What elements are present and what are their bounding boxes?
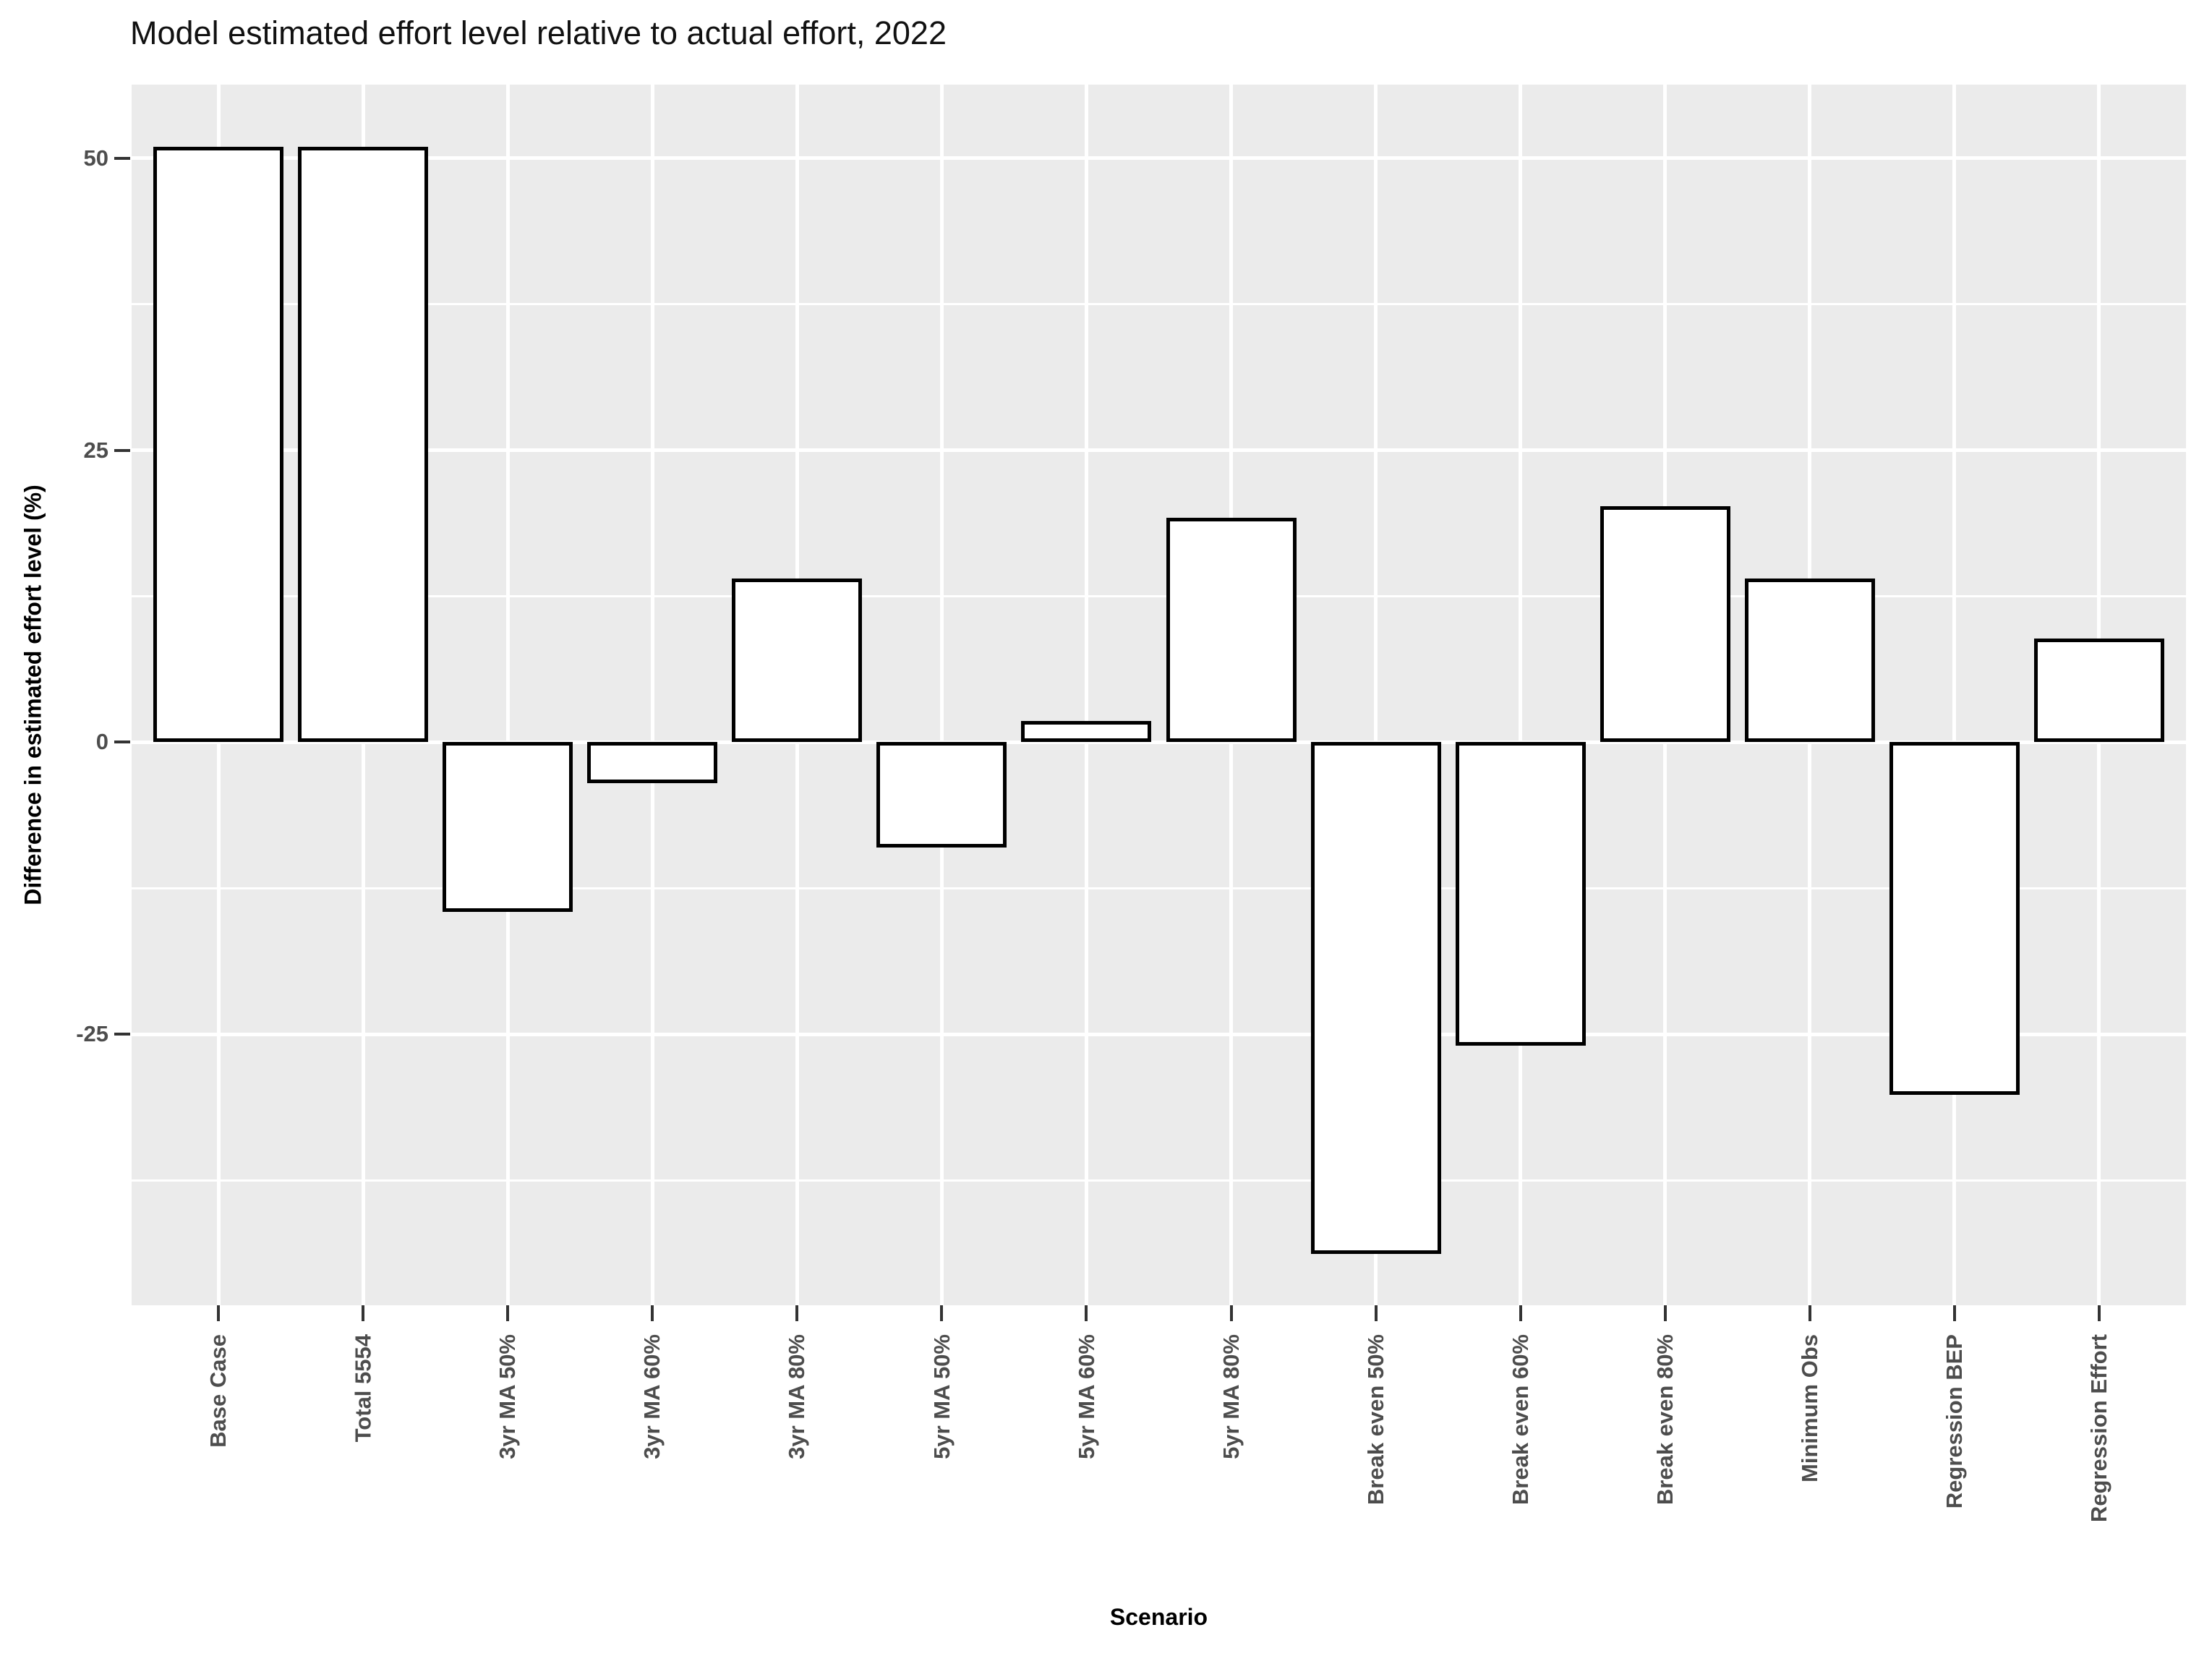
x-gridline-major xyxy=(650,85,654,1305)
x-tick-mark xyxy=(506,1305,510,1321)
y-gridline-major xyxy=(132,156,2186,161)
x-axis-title: Scenario xyxy=(1109,1604,1208,1630)
y-tick-mark xyxy=(114,740,130,744)
bar-3yr-ma-60- xyxy=(587,742,718,783)
y-tick-label: 0 xyxy=(95,729,108,755)
x-tick-mark xyxy=(1808,1305,1811,1321)
x-tick-label: 3yr MA 60% xyxy=(639,1334,665,1459)
y-tick-label: -25 xyxy=(76,1021,108,1047)
y-tick-mark xyxy=(114,448,130,452)
bar-5yr-ma-80- xyxy=(1166,518,1297,743)
x-tick-label: Regression BEP xyxy=(1941,1334,1967,1509)
x-tick-label: 5yr MA 80% xyxy=(1218,1334,1244,1459)
bar-3yr-ma-80- xyxy=(732,579,863,743)
bar-break-even-50- xyxy=(1310,742,1441,1254)
bar-5yr-ma-50- xyxy=(876,742,1007,848)
x-tick-mark xyxy=(1519,1305,1522,1321)
x-gridline-major xyxy=(1374,85,1378,1305)
bar-5yr-ma-60- xyxy=(1021,721,1152,743)
bar-minimum-obs xyxy=(1744,579,1875,743)
x-tick-label: Regression Effort xyxy=(2085,1334,2111,1523)
y-gridline-major xyxy=(132,448,2186,453)
x-tick-mark xyxy=(2097,1305,2101,1321)
y-gridline-minor xyxy=(132,1179,2186,1182)
x-tick-mark xyxy=(1229,1305,1233,1321)
y-gridline-minor xyxy=(132,303,2186,306)
x-tick-mark xyxy=(217,1305,221,1321)
x-tick-mark xyxy=(1374,1305,1378,1321)
bar-break-even-60- xyxy=(1455,742,1586,1046)
chart-title: Model estimated effort level relative to… xyxy=(130,14,947,51)
bar-total-5554 xyxy=(298,146,429,743)
y-tick-label: 25 xyxy=(83,437,108,463)
x-tick-mark xyxy=(1085,1305,1088,1321)
x-tick-label: Minimum Obs xyxy=(1796,1334,1822,1482)
y-tick-mark xyxy=(114,1033,130,1036)
x-tick-mark xyxy=(1952,1305,1956,1321)
x-gridline-major xyxy=(939,85,944,1305)
x-tick-label: Total 5554 xyxy=(350,1334,376,1443)
x-tick-mark xyxy=(795,1305,799,1321)
bar-break-even-80- xyxy=(1600,506,1730,743)
y-tick-label: 50 xyxy=(83,145,108,171)
x-tick-mark xyxy=(651,1305,654,1321)
y-gridline-major xyxy=(132,1032,2186,1036)
x-tick-label: 5yr MA 50% xyxy=(928,1334,955,1459)
y-gridline-minor xyxy=(132,887,2186,889)
x-gridline-major xyxy=(1952,85,1957,1305)
x-gridline-major xyxy=(1084,85,1088,1305)
x-gridline-major xyxy=(505,85,510,1305)
x-tick-mark xyxy=(940,1305,944,1321)
x-tick-mark xyxy=(1663,1305,1667,1321)
x-tick-label: Base Case xyxy=(205,1334,231,1448)
bar-regression-bep xyxy=(1889,742,2020,1096)
y-gridline-minor xyxy=(132,595,2186,597)
x-tick-mark xyxy=(362,1305,365,1321)
x-tick-label: 3yr MA 50% xyxy=(495,1334,521,1459)
bar-base-case xyxy=(153,146,284,743)
x-tick-label: 5yr MA 60% xyxy=(1073,1334,1099,1459)
bar-regression-effort xyxy=(2033,638,2164,743)
x-tick-label: Break even 60% xyxy=(1507,1334,1533,1506)
y-tick-mark xyxy=(114,156,130,160)
x-gridline-major xyxy=(1519,85,1523,1305)
bar-3yr-ma-50- xyxy=(443,742,573,912)
x-tick-label: Break even 80% xyxy=(1652,1334,1678,1506)
x-tick-label: Break even 50% xyxy=(1362,1334,1388,1506)
x-tick-label: 3yr MA 80% xyxy=(784,1334,810,1459)
y-gridline-major xyxy=(132,740,2186,744)
y-axis-title: Difference in estimated effort level (%) xyxy=(20,485,46,905)
plot-panel xyxy=(132,85,2186,1305)
